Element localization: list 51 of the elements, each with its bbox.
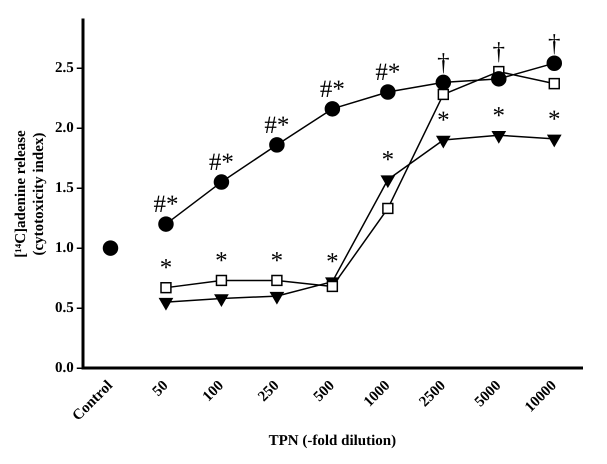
point [158,216,174,232]
annotation: * [160,254,172,282]
annotation: #* [320,76,345,103]
point [160,282,172,294]
point [269,137,285,153]
point [380,84,396,100]
y-tick-label: 0.0 [55,360,74,376]
y-axis-title: [¹⁴C]adenine release (cytotoxicity index) [12,130,47,258]
point [326,280,338,292]
x-tick-label: 50 [150,378,172,400]
annotation: † [437,49,450,76]
annotation: #* [153,191,178,218]
point [546,55,562,71]
point [492,130,506,143]
annotation: * [492,102,506,130]
x-tick-label: 250 [255,378,282,405]
x-tick-label: 500 [310,378,338,405]
y-tick-label: 1.0 [55,240,74,256]
point [159,298,173,310]
point [438,88,450,100]
y-tick-label: 0.5 [55,300,74,316]
y-tick-label: 2.5 [55,60,74,76]
point [270,292,284,304]
x-tick-label: 100 [200,378,227,405]
point [381,175,395,188]
annotation: † [492,38,506,66]
point [216,274,228,286]
x-tick-label: 1000 [360,378,394,410]
annotation: #* [208,149,234,176]
point [271,274,283,286]
annotation: * [437,107,450,134]
point [382,202,394,214]
annotation: * [382,146,394,174]
y-tick-label: 2.0 [55,120,74,136]
annotation: * [215,248,228,275]
point [324,101,340,117]
x-axis-title: TPN (-fold dilution) [268,432,396,449]
point [436,74,452,90]
point [548,78,560,90]
y-tick-label: 1.5 [55,180,74,196]
annotation: #* [375,59,400,86]
point [214,174,230,190]
point [102,240,118,256]
point [436,136,450,148]
point [214,294,228,306]
annotation: * [326,248,339,276]
annotation: † [548,30,561,58]
annotation: * [270,248,284,275]
annotation: * [548,106,561,133]
point [491,71,507,87]
annotation: #* [264,112,290,139]
